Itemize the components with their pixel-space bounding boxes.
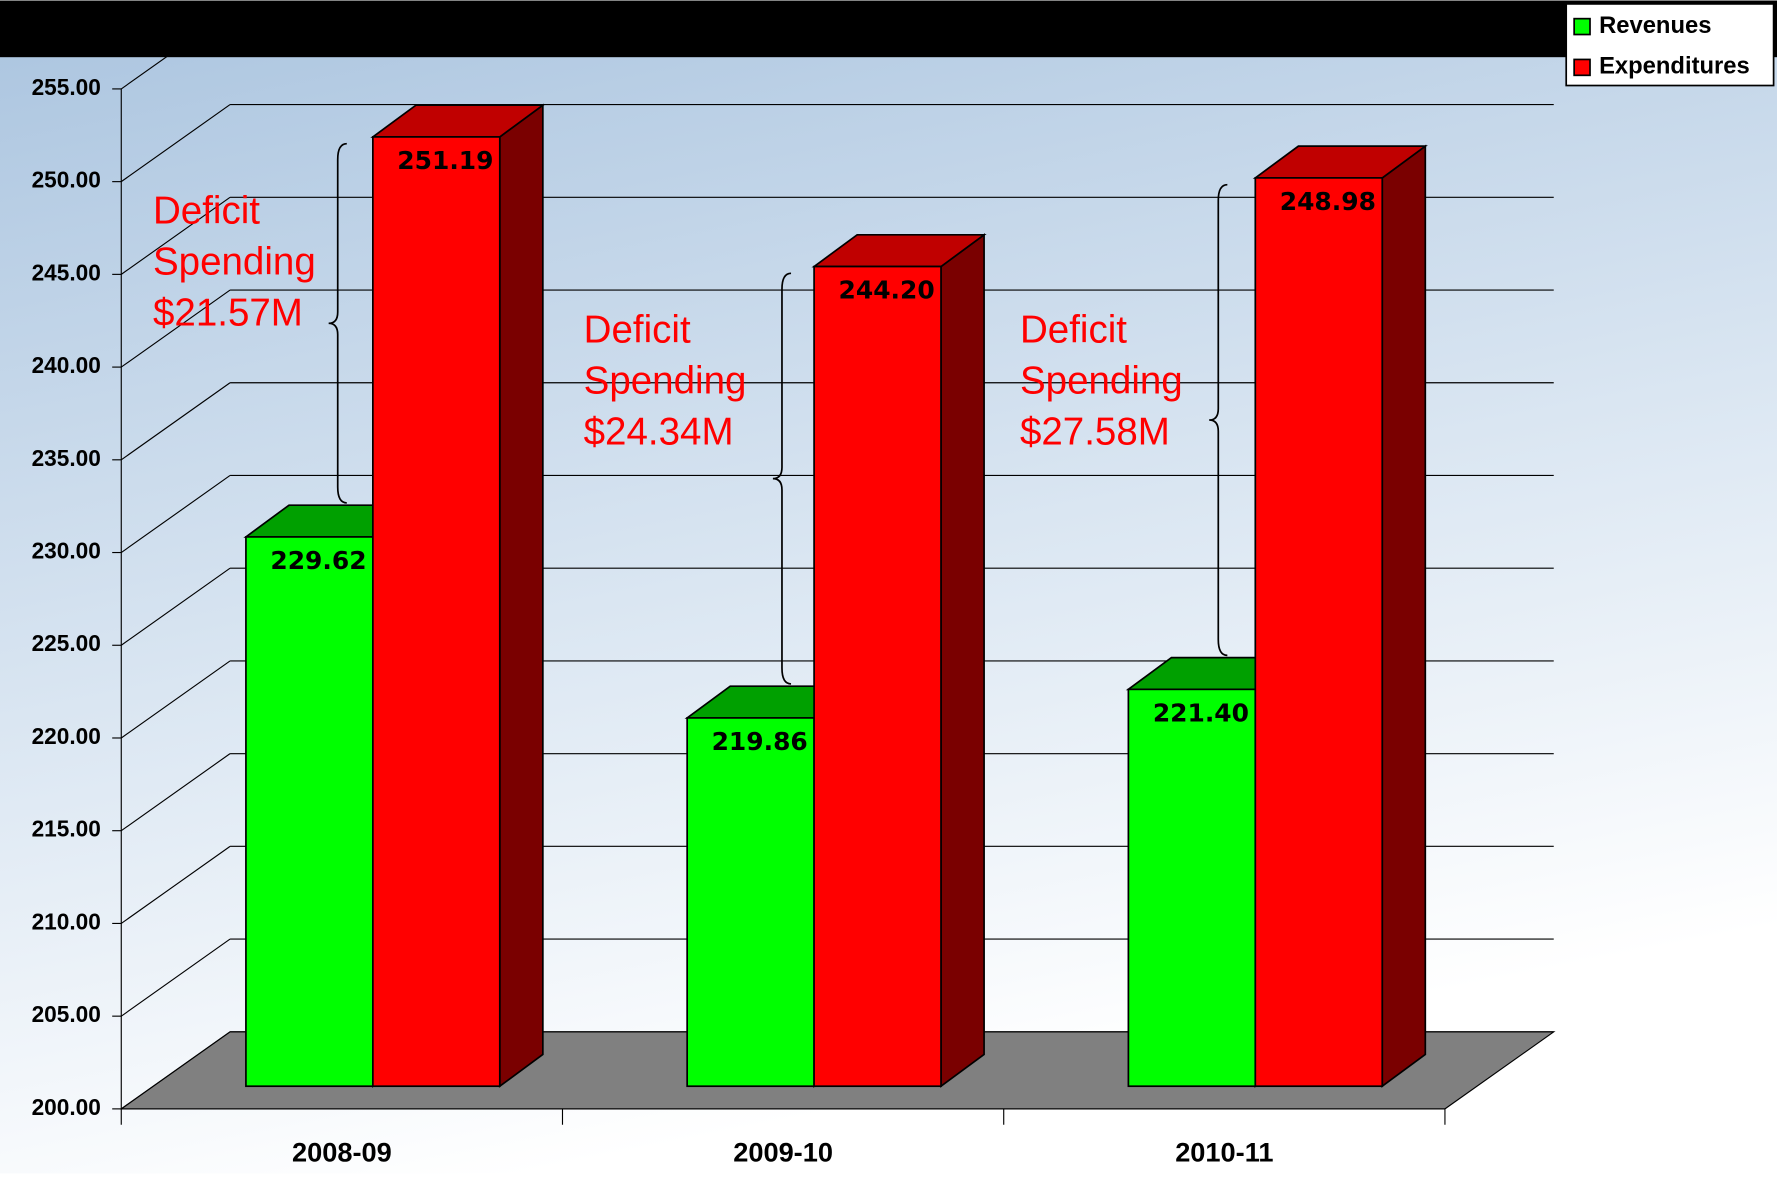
bar xyxy=(246,537,373,1086)
y-tick-label: 245.00 xyxy=(32,259,101,285)
annotation: Deficit xyxy=(584,309,691,352)
y-tick-label: 220.00 xyxy=(32,723,101,749)
annotation: Spending xyxy=(1020,360,1183,403)
y-tick-label: 210.00 xyxy=(32,908,101,934)
annotation: $24.34M xyxy=(584,411,734,454)
annotation: Spending xyxy=(153,241,316,284)
annotation: $21.57M xyxy=(153,292,303,335)
bar xyxy=(1128,689,1255,1086)
y-tick-label: 255.00 xyxy=(32,74,101,100)
y-tick-label: 225.00 xyxy=(32,630,101,656)
y-tick-label: 215.00 xyxy=(32,816,101,842)
y-tick-label: 235.00 xyxy=(32,445,101,471)
bar xyxy=(373,137,500,1086)
header-bar xyxy=(0,1,1777,58)
bar-side xyxy=(500,105,543,1086)
chart: 200.00 205.00 210.00 215.00 220.00 225.00 230.… xyxy=(0,0,1777,1174)
legend-swatch xyxy=(1574,59,1590,75)
y-tick-label: 205.00 xyxy=(32,1001,101,1027)
value-label: 221.40 xyxy=(1153,698,1249,727)
legend-swatch xyxy=(1574,19,1590,35)
bar xyxy=(687,718,814,1086)
value-label: 219.86 xyxy=(712,727,808,756)
annotation: Deficit xyxy=(1020,309,1127,352)
x-tick-label: 2010-11 xyxy=(1175,1136,1273,1167)
bar-side xyxy=(1382,146,1425,1086)
x-tick-label: 2009-10 xyxy=(733,1136,833,1167)
annotation: Spending xyxy=(584,360,747,403)
legend-label: Revenues xyxy=(1599,12,1711,39)
legend: Revenues Expenditures xyxy=(1566,4,1773,86)
y-tick-label: 200.00 xyxy=(32,1094,101,1120)
x-tick-label: 2008-09 xyxy=(292,1136,392,1167)
y-tick-label: 240.00 xyxy=(32,352,101,378)
value-label: 229.62 xyxy=(270,546,366,575)
legend-label: Expenditures xyxy=(1599,53,1750,80)
value-label: 251.19 xyxy=(397,146,493,175)
y-tick-label: 230.00 xyxy=(32,538,101,564)
value-label: 244.20 xyxy=(839,275,935,304)
bar xyxy=(1255,178,1382,1086)
page: {"chart_data": {"type": "bar3d", "catego… xyxy=(0,0,1777,1179)
annotation: Deficit xyxy=(153,190,260,233)
bar xyxy=(814,267,941,1087)
y-tick-label: 250.00 xyxy=(32,167,101,193)
bar-side xyxy=(941,235,984,1086)
annotation: $27.58M xyxy=(1020,411,1170,454)
value-label: 248.98 xyxy=(1280,187,1376,216)
